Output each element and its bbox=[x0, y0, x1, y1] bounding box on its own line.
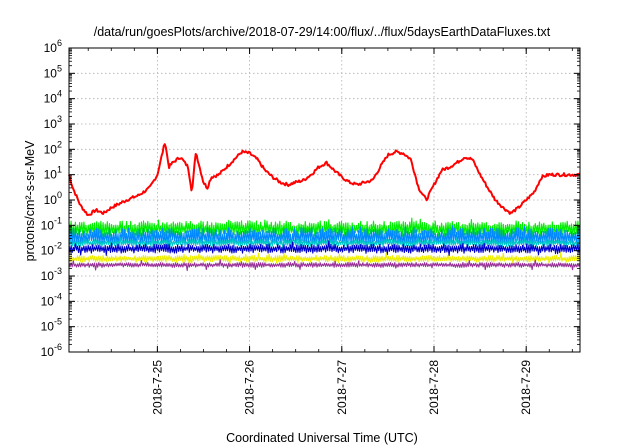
y-tick-base: 10 bbox=[44, 117, 58, 131]
x-tick-label: 2018-7-27 bbox=[335, 360, 349, 415]
y-tick-exponent: 6 bbox=[57, 38, 62, 48]
y-tick-base: 10 bbox=[41, 294, 55, 308]
y-tick-base: 10 bbox=[44, 92, 58, 106]
y-tick-label: 10-3 bbox=[41, 266, 62, 283]
y-tick-base: 10 bbox=[41, 345, 55, 359]
y-axis-label: protons/cm²-s-sr-MeV bbox=[23, 140, 37, 262]
y-tick-label: 105 bbox=[44, 63, 62, 80]
x-tick-label: 2018-7-26 bbox=[243, 360, 257, 415]
y-tick-exponent: 1 bbox=[57, 165, 62, 175]
y-tick-base: 10 bbox=[41, 320, 55, 334]
x-axis-label: Coordinated Universal Time (UTC) bbox=[226, 431, 418, 445]
y-tick-exponent: -1 bbox=[54, 215, 62, 225]
chart-title: /data/run/goesPlots/archive/2018-07-29/1… bbox=[94, 25, 551, 39]
flux-series-band-1 bbox=[68, 217, 581, 240]
x-tick-label: 2018-7-25 bbox=[150, 360, 164, 415]
y-tick-label: 10-6 bbox=[41, 342, 62, 359]
y-tick-label: 103 bbox=[44, 114, 62, 131]
y-tick-label: 106 bbox=[44, 38, 62, 55]
x-tick-label: 2018-7-28 bbox=[427, 360, 441, 415]
y-tick-base: 10 bbox=[41, 269, 55, 283]
x-tick-label: 2018-7-29 bbox=[519, 360, 533, 415]
axes: 10-610-510-410-310-210-11001011021031041… bbox=[41, 38, 581, 415]
y-tick-label: 104 bbox=[44, 89, 62, 106]
y-tick-label: 100 bbox=[44, 190, 62, 207]
y-tick-base: 10 bbox=[41, 244, 55, 258]
y-tick-base: 10 bbox=[44, 168, 58, 182]
y-tick-exponent: 0 bbox=[57, 190, 62, 200]
y-tick-label: 102 bbox=[44, 139, 62, 156]
y-tick-exponent: 3 bbox=[57, 114, 62, 124]
y-tick-label: 10-1 bbox=[41, 215, 62, 232]
flux-series-band-6 bbox=[68, 259, 581, 272]
flux-series-band-2 bbox=[68, 225, 581, 248]
y-tick-label: 10-2 bbox=[41, 241, 62, 258]
data-series bbox=[68, 143, 581, 272]
y-tick-base: 10 bbox=[44, 66, 58, 80]
y-tick-base: 10 bbox=[44, 41, 58, 55]
y-tick-exponent: -5 bbox=[54, 317, 62, 327]
y-tick-exponent: 4 bbox=[57, 89, 62, 99]
y-tick-label: 10-5 bbox=[41, 317, 62, 334]
y-tick-base: 10 bbox=[44, 193, 58, 207]
y-tick-label: 101 bbox=[44, 165, 62, 182]
flux-series-band-5 bbox=[68, 251, 581, 267]
flux-series-band-4 bbox=[68, 240, 581, 257]
y-tick-exponent: -3 bbox=[54, 266, 62, 276]
y-tick-base: 10 bbox=[41, 218, 55, 232]
y-tick-exponent: 2 bbox=[57, 139, 62, 149]
flux-series-band-3 bbox=[68, 235, 581, 250]
y-tick-exponent: -6 bbox=[54, 342, 62, 352]
y-tick-base: 10 bbox=[44, 142, 58, 156]
flux-series-line-0 bbox=[68, 143, 581, 216]
y-tick-exponent: 5 bbox=[57, 63, 62, 73]
y-tick-exponent: -2 bbox=[54, 241, 62, 251]
y-tick-label: 10-4 bbox=[41, 291, 62, 308]
y-tick-exponent: -4 bbox=[54, 291, 62, 301]
